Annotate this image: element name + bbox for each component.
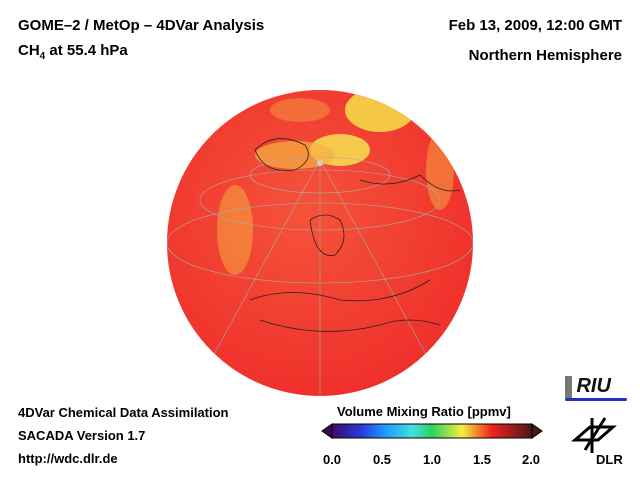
riu-logo: RIU <box>565 375 627 401</box>
dlr-logo-icon <box>570 417 618 453</box>
graticule <box>167 156 473 396</box>
species-label: CH4 at 55.4 hPa <box>18 42 128 62</box>
cathedral-icon <box>565 376 572 398</box>
footer-url[interactable]: http://wdc.dlr.de <box>18 451 118 466</box>
colorbar-title: Volume Mixing Ratio [ppmv] <box>337 404 511 419</box>
pressure-level: at 55.4 hPa <box>45 42 128 59</box>
date: Feb 13, 2009, 12:00 GMT <box>448 17 622 34</box>
coastlines <box>249 138 461 332</box>
footer-line2: SACADA Version 1.7 <box>18 428 146 443</box>
region: Northern Hemisphere <box>468 47 622 64</box>
colorbar-tick: 0.0 <box>322 452 342 467</box>
north-pole-marker <box>317 160 323 166</box>
species-subscript: 4 <box>39 51 46 62</box>
title: GOME–2 / MetOp – 4DVar Analysis <box>18 17 265 34</box>
dlr-logo-text: DLR <box>596 452 623 467</box>
riu-wave <box>565 398 627 401</box>
colorbar-tick: 0.5 <box>372 452 392 467</box>
riu-logo-text: RIU <box>576 375 611 397</box>
colorbar-tick: 2.0 <box>521 452 541 467</box>
colorbar <box>321 423 543 439</box>
footer-line1: 4DVar Chemical Data Assimilation <box>18 405 229 420</box>
colorbar-tick: 1.0 <box>422 452 442 467</box>
colorbar-tick: 1.5 <box>472 452 492 467</box>
species: CH <box>18 42 40 59</box>
